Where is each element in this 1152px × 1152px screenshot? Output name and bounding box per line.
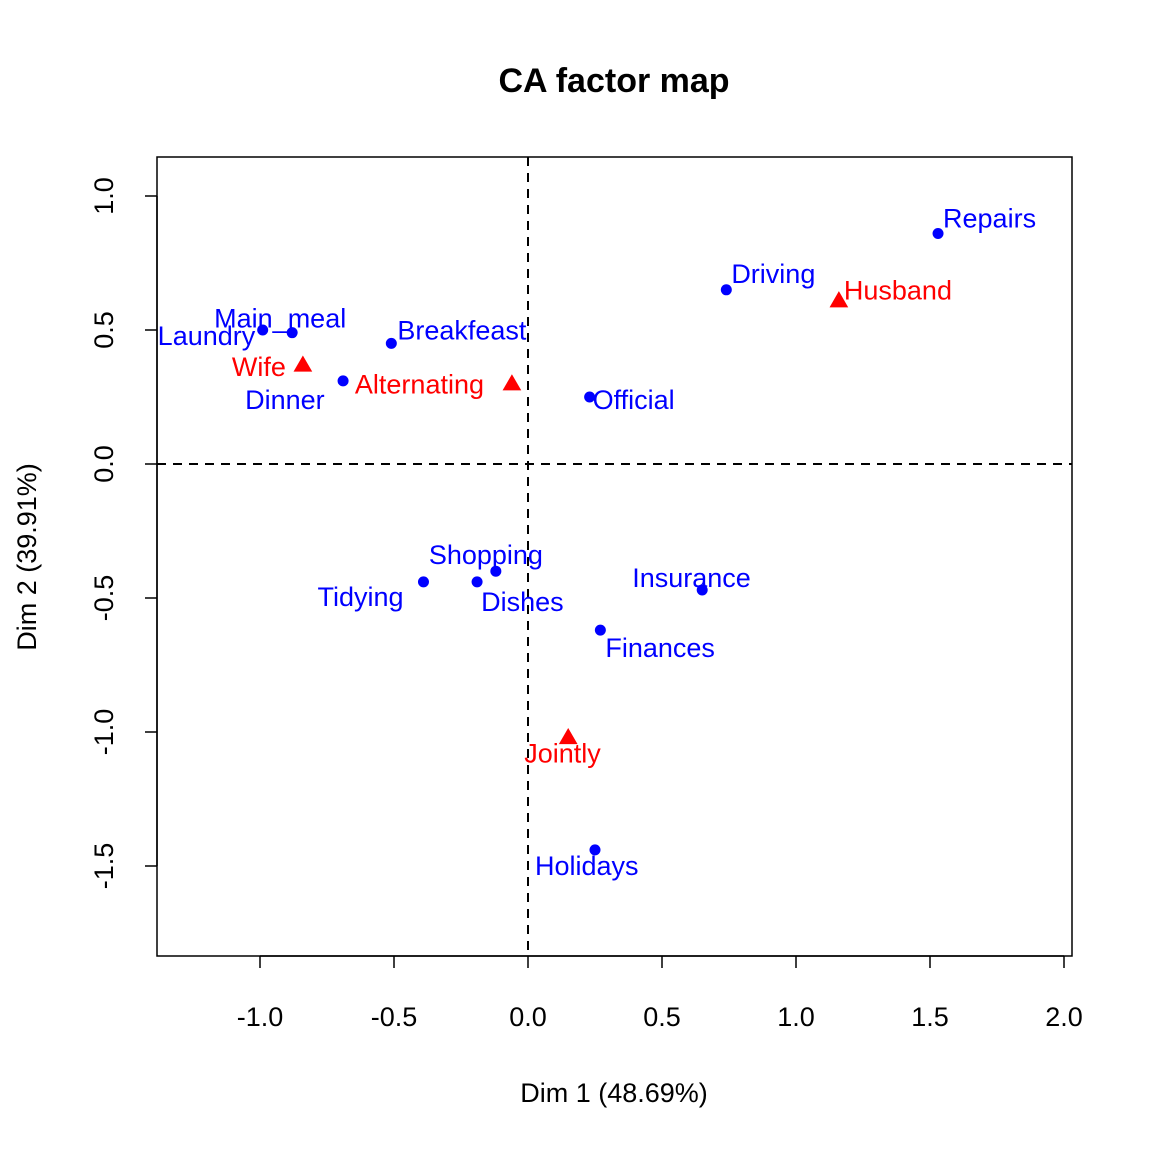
point-jointly (558, 728, 578, 745)
point-driving (720, 284, 732, 296)
y-axis: 1.0 0.5 0.0 -0.5 -1.0 -1.5 (89, 177, 158, 890)
x-axis-label: Dim 1 (48.69%) (520, 1078, 708, 1108)
point-official (584, 391, 596, 403)
point-alternating (502, 374, 522, 391)
label-alternating: Alternating (355, 370, 484, 400)
point-husband (829, 291, 849, 308)
point-shopping (490, 565, 502, 577)
label-insurance: Insurance (632, 563, 751, 593)
label-tidying: Tidying (317, 582, 403, 612)
point-wife (293, 355, 313, 372)
point-insurance (696, 584, 708, 596)
label-finances: Finances (605, 633, 715, 663)
label-husband: Husband (844, 276, 952, 306)
y-tick-label: 0.0 (89, 445, 119, 483)
label-dinner: Dinner (245, 385, 325, 415)
chart-title: CA factor map (498, 62, 729, 100)
label-laundry: Laundry (158, 321, 256, 351)
label-dishes: Dishes (481, 587, 564, 617)
point-dishes (471, 576, 483, 588)
x-tick-label: 0.5 (643, 1002, 681, 1032)
point-tidying (417, 576, 429, 588)
x-tick-label: 1.5 (911, 1002, 949, 1032)
label-repairs: Repairs (943, 204, 1036, 234)
reference-lines (157, 157, 1072, 956)
y-tick-label: 0.5 (89, 311, 119, 349)
label-official: Official (593, 385, 675, 415)
x-tick-label: -1.0 (237, 1002, 284, 1032)
point-finances (594, 624, 606, 636)
label-shopping: Shopping (429, 540, 543, 570)
point-main-meal (286, 327, 298, 339)
x-tick-label: -0.5 (371, 1002, 418, 1032)
y-axis-label: Dim 2 (39.91%) (12, 463, 42, 651)
y-tick-label: -1.5 (89, 843, 119, 890)
y-tick-label: -0.5 (89, 575, 119, 622)
point-breakfeast (385, 337, 397, 349)
label-holidays: Holidays (535, 851, 639, 881)
x-tick-label: 0.0 (509, 1002, 547, 1032)
point-repairs (932, 228, 944, 240)
x-axis: -1.0 -0.5 0.0 0.5 1.0 1.5 2.0 (237, 955, 1083, 1032)
data-points (257, 228, 944, 856)
label-jointly: Jointly (524, 738, 601, 768)
point-dinner (337, 375, 349, 387)
label-main-meal: Main_meal (214, 304, 346, 334)
label-wife: Wife (232, 352, 286, 382)
point-holidays (589, 844, 601, 856)
point-laundry (257, 324, 269, 336)
label-driving: Driving (731, 259, 815, 289)
label-breakfeast: Breakfeast (397, 315, 527, 345)
y-tick-label: -1.0 (89, 709, 119, 756)
y-tick-label: 1.0 (89, 177, 119, 215)
x-tick-label: 2.0 (1045, 1002, 1083, 1032)
x-tick-label: 1.0 (777, 1002, 815, 1032)
